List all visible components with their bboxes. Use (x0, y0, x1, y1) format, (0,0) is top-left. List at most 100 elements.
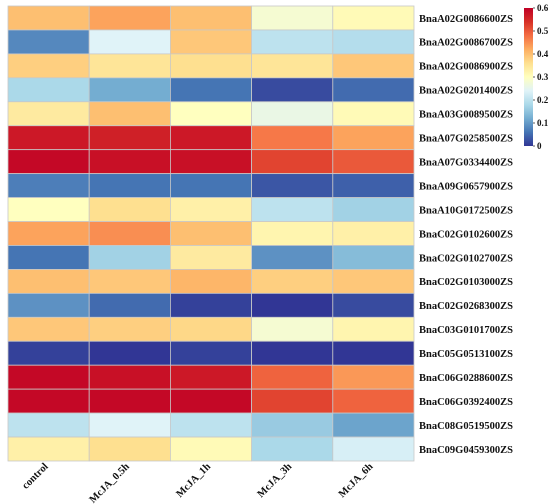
heatmap-cell (88, 5, 171, 31)
heatmap-cell (251, 53, 334, 79)
heatmap-cell (169, 340, 252, 366)
heatmap-cells (7, 5, 415, 462)
heatmap-cell (88, 436, 171, 462)
heatmap-cell (7, 269, 90, 294)
row-label: BnaA10G0172500ZS (419, 205, 513, 216)
heatmap-cell (88, 412, 171, 438)
colorbar-tick-label: 0.3 (537, 72, 549, 82)
row-label: BnaC02G0102700ZS (419, 253, 513, 264)
row-label: BnaC08G0519500ZS (419, 421, 513, 432)
heatmap-cell (169, 269, 252, 294)
row-label: BnaC09G0459300ZS (419, 445, 513, 456)
heatmap-cell (251, 197, 334, 222)
row-label: BnaA02G0086700ZS (419, 38, 513, 49)
heatmap-cell (88, 292, 171, 318)
heatmap-cell (332, 149, 415, 175)
heatmap-cell (7, 245, 90, 270)
heatmap-cell (332, 245, 415, 270)
heatmap-cell (169, 388, 252, 414)
heatmap-cell (251, 101, 334, 127)
heatmap-cell (88, 173, 171, 198)
heatmap-cell (169, 316, 252, 342)
heatmap-cell (7, 221, 90, 246)
row-label: BnaC05G0513100ZS (419, 349, 513, 360)
colorbar-tick-label: 0.4 (537, 49, 549, 59)
heatmap-cell (88, 245, 171, 270)
column-labels: control McJA_0.5h McJA_1h McJA_3h McJA_6h (20, 461, 375, 504)
heatmap-cell (7, 5, 90, 31)
heatmap-cell (88, 101, 171, 127)
heatmap-cell (7, 412, 90, 438)
column-label: control (20, 461, 50, 491)
row-label: BnaC06G0288600ZS (419, 373, 513, 384)
heatmap-cell (332, 101, 415, 127)
heatmap-cell (88, 149, 171, 175)
heatmap-cell (7, 388, 90, 414)
heatmap-cell (332, 436, 415, 462)
column-label: McJA_0.5h (88, 461, 132, 504)
colorbar-tick-label: 0.6 (537, 3, 549, 13)
heatmap-cell (332, 292, 415, 318)
heatmap-cell (332, 388, 415, 414)
heatmap-cell (169, 77, 252, 103)
colorbar-tick-label: 0.2 (537, 95, 549, 105)
column-label: McJA_1h (174, 461, 213, 500)
heatmap-cell (169, 364, 252, 390)
row-label: BnaA03G0089500ZS (419, 110, 513, 121)
heatmap-cell (251, 149, 334, 175)
heatmap-cell (88, 197, 171, 222)
row-label: BnaA02G0086600ZS (419, 14, 513, 25)
colorbar: 0.6 0.5 0.4 0.3 0.2 0.1 0 (524, 3, 549, 151)
heatmap-cell (88, 221, 171, 246)
heatmap-cell (7, 173, 90, 198)
row-label: BnaA02G0086900ZS (419, 62, 513, 73)
heatmap-cell (169, 245, 252, 270)
heatmap-cell (332, 221, 415, 246)
heatmap-cell (251, 29, 334, 55)
heatmap-cell (332, 269, 415, 294)
heatmap-cell (332, 77, 415, 103)
heatmap-cell (169, 149, 252, 175)
heatmap-cell (251, 269, 334, 294)
heatmap-cell (7, 316, 90, 342)
heatmap-cell (7, 77, 90, 103)
heatmap-cell (88, 53, 171, 79)
heatmap-cell (7, 436, 90, 462)
heatmap-cell (169, 173, 252, 198)
heatmap-cell (169, 101, 252, 127)
heatmap-cell (169, 197, 252, 222)
colorbar-tick-label: 0.5 (537, 26, 549, 36)
row-label: BnaA09G0657900ZS (419, 181, 513, 192)
heatmap-cell (251, 436, 334, 462)
colorbar-ticks: 0.6 0.5 0.4 0.3 0.2 0.1 0 (533, 3, 549, 151)
heatmap-cell (332, 125, 415, 151)
heatmap-cell (88, 125, 171, 151)
heatmap-cell (169, 221, 252, 246)
heatmap-cell (332, 29, 415, 55)
row-label: BnaA07G0334400ZS (419, 157, 513, 168)
heatmap-cell (169, 436, 252, 462)
heatmap-cell (7, 53, 90, 79)
row-label: BnaC06G0392400ZS (419, 397, 513, 408)
heatmap-cell (251, 173, 334, 198)
heatmap-cell (88, 29, 171, 55)
heatmap-cell (332, 197, 415, 222)
colorbar-gradient (524, 8, 533, 146)
colorbar-tick-label: 0.1 (537, 118, 549, 128)
heatmap-cell (251, 412, 334, 438)
heatmap-cell (88, 364, 171, 390)
heatmap-cell (332, 316, 415, 342)
heatmap-cell (251, 340, 334, 366)
heatmap-cell (251, 77, 334, 103)
heatmap-cell (169, 5, 252, 31)
heatmap-cell (88, 77, 171, 103)
heatmap-cell (332, 5, 415, 31)
row-label: BnaC02G0102600ZS (419, 229, 513, 240)
heatmap-cell (251, 221, 334, 246)
heatmap-cell (7, 149, 90, 175)
heatmap-cell (251, 292, 334, 318)
colorbar-tick-label: 0 (537, 141, 542, 151)
row-label: BnaA02G0201400ZS (419, 86, 513, 97)
row-label: BnaC03G0101700ZS (419, 325, 513, 336)
